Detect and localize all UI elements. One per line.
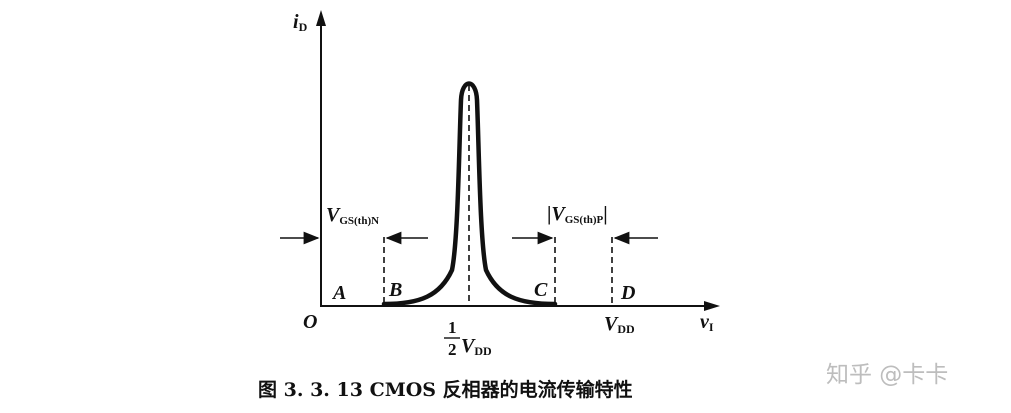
half-numerator: 1 — [448, 318, 457, 337]
vgs-p-sub: GS(th)P — [565, 214, 604, 226]
y-axis-label-sub: D — [299, 20, 308, 34]
half-vdd-sub: DD — [474, 344, 492, 358]
y-axis-label-main: i — [293, 11, 299, 33]
vdd-main: V — [604, 313, 619, 335]
vgs-n-label: VGS(th)N — [326, 204, 379, 227]
x-axis-label-main: v — [700, 311, 710, 333]
drain-current-curve — [381, 81, 558, 307]
half-vdd-main: V — [461, 335, 476, 357]
x-axis-arrow — [704, 301, 720, 311]
point-d-label: D — [620, 282, 635, 304]
x-axis-label: vI — [700, 311, 714, 334]
origin-label: O — [303, 311, 317, 333]
point-b-label: B — [388, 279, 402, 301]
vgs-p-bar: | — [547, 203, 551, 225]
y-axis-arrow — [316, 10, 326, 26]
vgs-p-main: V — [551, 203, 566, 225]
vgs-n-main: V — [326, 204, 341, 226]
point-c-label: C — [534, 279, 548, 301]
point-a-label: A — [331, 282, 346, 304]
half-vdd-label: VDD — [461, 335, 492, 358]
vdd-label: VDD — [604, 313, 635, 336]
half-denominator: 2 — [448, 340, 457, 359]
x-axis-label-sub: I — [709, 320, 714, 334]
vgs-p-bar-end: | — [603, 203, 607, 225]
figure-caption: 图 3. 3. 13 CMOS 反相器的电流传输特性 — [258, 378, 633, 401]
vgs-p-label: |VGS(th)P| — [547, 203, 608, 226]
vdd-sub: DD — [617, 322, 635, 336]
y-axis-label: iD — [293, 11, 308, 34]
vgs-n-sub: GS(th)N — [339, 215, 379, 227]
watermark: 知乎 @卡卡 — [826, 362, 948, 388]
